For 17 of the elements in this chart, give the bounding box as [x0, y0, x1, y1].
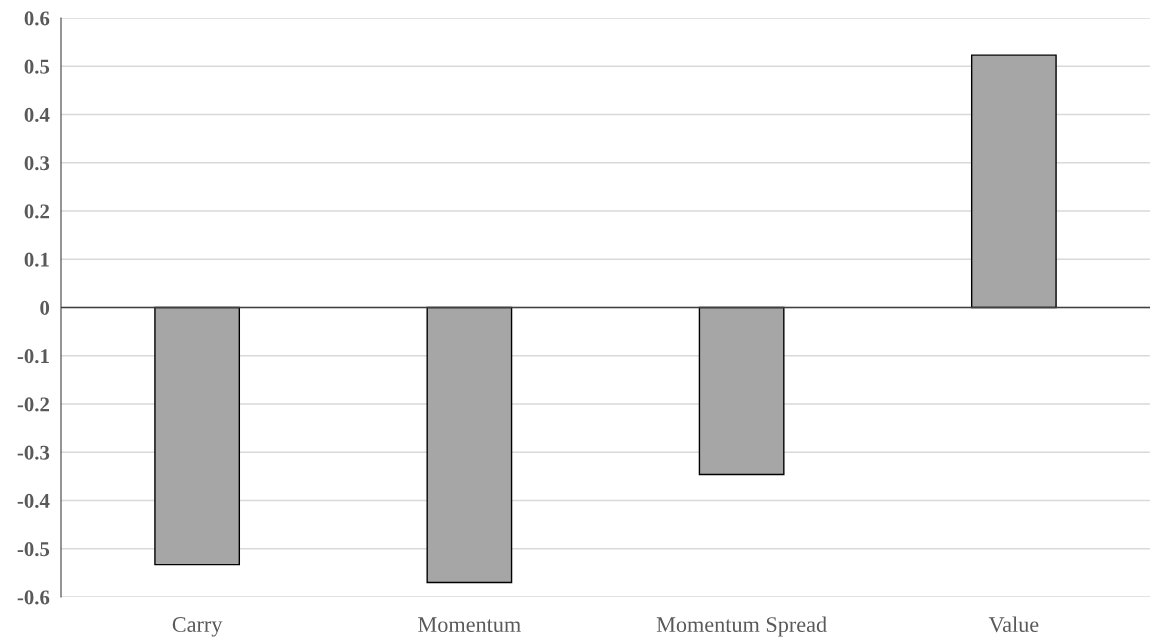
y-tick-label: 0.6	[24, 11, 50, 26]
y-tick-label: 0.2	[24, 204, 49, 219]
x-tick-label: Momentum Spread	[656, 616, 827, 637]
y-tick-label: -0.3	[17, 445, 50, 460]
y-tick-label: -0.6	[17, 590, 50, 605]
y-tick-label: 0.4	[24, 107, 50, 123]
y-tick-label: -0.4	[17, 493, 50, 509]
y-tick-label: 0.1	[24, 252, 49, 267]
x-tick-label: Value	[988, 616, 1039, 633]
y-tick-label: 0.5	[24, 59, 50, 74]
y-tick-label: -0.5	[17, 542, 50, 557]
x-tick-label: Momentum	[418, 617, 521, 633]
y-tick-label: -0.1	[17, 349, 49, 364]
y-tick-label: 0.3	[24, 156, 50, 171]
y-tick-label: -0.2	[17, 397, 49, 412]
x-tick-label: Carry	[172, 617, 223, 637]
y-tick-label: 0	[40, 300, 50, 315]
